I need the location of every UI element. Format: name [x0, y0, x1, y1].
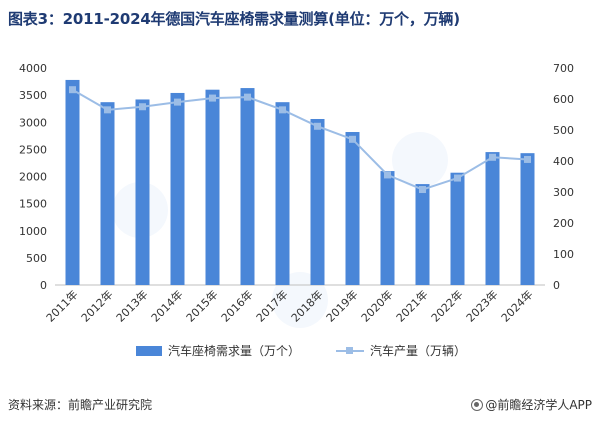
- line-point: [279, 106, 286, 114]
- x-tick-label: 2019年: [323, 287, 360, 324]
- line-point: [244, 93, 251, 101]
- y-right-tick-label: 100: [553, 248, 574, 261]
- bar: [310, 118, 325, 286]
- x-tick-label: 2021年: [393, 287, 430, 324]
- axes: 0 500 1000 1500 2000 2500 3000 3500 4000 0 100 200 3…: [19, 62, 574, 292]
- bar: [205, 89, 220, 285]
- line-point: [174, 98, 181, 106]
- y-right-tick-label: 500: [553, 124, 574, 137]
- y-left-tick-label: 500: [26, 252, 47, 265]
- bar: [485, 152, 500, 285]
- watermark-logo: [272, 272, 328, 328]
- legend-swatch-marker: [346, 347, 353, 354]
- y-left-tick-label: 4000: [19, 62, 47, 75]
- line-point: [384, 171, 391, 179]
- brand-text: @前瞻经济学人APP: [485, 398, 592, 412]
- line-series: [69, 86, 531, 194]
- brand-logo-icon: [471, 399, 484, 411]
- y-left-tick-label: 1500: [19, 198, 47, 211]
- bar-series: [65, 79, 535, 286]
- legend-swatch-bar: [136, 346, 162, 356]
- x-tick-label: 2011年: [43, 287, 80, 324]
- y-right-tick-label: 600: [553, 93, 574, 106]
- watermark-layer: [112, 132, 448, 328]
- bar: [135, 99, 150, 285]
- y-right-tick-label: 400: [553, 155, 574, 168]
- y-right-tick-label: 0: [553, 279, 560, 292]
- bar: [450, 172, 465, 285]
- line-point: [104, 106, 111, 114]
- line-point: [314, 122, 321, 130]
- line-point: [489, 153, 496, 161]
- line-point: [139, 103, 146, 111]
- x-tick-label: 2022年: [428, 287, 465, 324]
- line-point: [524, 155, 531, 163]
- x-tick-label: 2012年: [78, 287, 115, 324]
- x-tick-label: 2023年: [463, 287, 500, 324]
- y-left-tick-label: 1000: [19, 225, 47, 238]
- y-left-tick-label: 2000: [19, 171, 47, 184]
- bar: [275, 102, 290, 286]
- bar: [415, 184, 430, 285]
- legend-label: 汽车座椅需求量（万个）: [168, 343, 300, 358]
- line-point: [349, 135, 356, 143]
- bar: [65, 79, 80, 285]
- legend: 汽车座椅需求量（万个） 汽车产量（万辆）: [136, 343, 466, 358]
- line-point: [454, 174, 461, 182]
- bar: [170, 92, 185, 285]
- y-left-tick-label: 2500: [19, 143, 47, 156]
- line-point: [209, 94, 216, 102]
- x-tick-label: 2014年: [148, 287, 185, 324]
- x-tick-label: 2024年: [498, 287, 535, 324]
- bar: [380, 171, 395, 285]
- legend-label: 汽车产量（万辆）: [370, 343, 466, 358]
- bar: [100, 102, 115, 286]
- chart-title: 图表3：2011-2024年德国汽车座椅需求量测算(单位：万个，万辆): [8, 10, 460, 28]
- x-tick-label: 2016年: [218, 287, 255, 324]
- line-point: [419, 186, 426, 194]
- y-right-tick-label: 200: [553, 217, 574, 230]
- y-left-tick-label: 3000: [19, 116, 47, 129]
- source-note: 资料来源：前瞻产业研究院: [8, 398, 153, 412]
- x-tick-label: 2020年: [358, 287, 395, 324]
- line-point: [69, 86, 76, 94]
- series-line: [72, 88, 528, 191]
- bar: [520, 153, 535, 285]
- x-tick-label: 2015年: [183, 287, 220, 324]
- bar: [240, 88, 255, 285]
- y-left-tick-label: 0: [40, 279, 47, 292]
- watermark-logo: [392, 132, 448, 188]
- bar: [345, 132, 360, 285]
- brand-note: @前瞻经济学人APP: [471, 396, 592, 413]
- y-left-tick-label: 3500: [19, 89, 47, 102]
- y-right-tick-label: 700: [553, 62, 574, 75]
- x-tick-label: 2013年: [113, 287, 150, 324]
- y-right-tick-label: 300: [553, 186, 574, 199]
